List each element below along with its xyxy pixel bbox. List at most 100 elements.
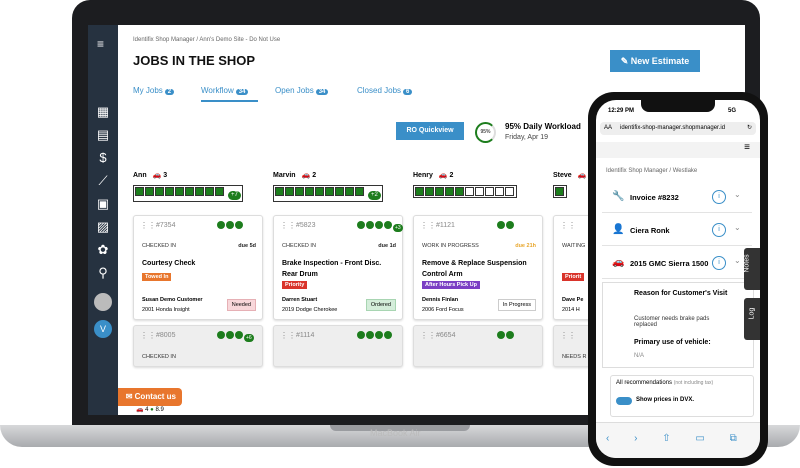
parts-status: Ordered (365, 299, 396, 311)
tax-note: (not including tax) (673, 380, 714, 386)
due: due 21h (515, 243, 536, 249)
contact-button[interactable]: ✉ Contact us (118, 388, 182, 406)
progress-box (455, 187, 464, 196)
status-dot (366, 221, 374, 229)
job-title: Brake Inspection - Front Disc. Rear Drum (282, 260, 382, 278)
workload-title: 95% Daily Workload (505, 122, 581, 131)
tab[interactable]: Closed Jobs 6 (357, 86, 413, 95)
phone-header: ≡ (596, 142, 760, 158)
chevron: ⌄ (734, 256, 741, 265)
sidebar: ≡ ▦ ▤ $ ⟋ ▣ ▨ ✿ ⚲ V (88, 25, 118, 415)
breadcrumb: Identifix Shop Manager / Ann's Demo Site… (133, 37, 281, 43)
status-dot (497, 221, 505, 229)
row-label[interactable]: Invoice #8232 (630, 193, 679, 202)
chat-icon[interactable] (94, 293, 112, 311)
row-divider (602, 212, 752, 213)
status-dots (497, 221, 515, 229)
status-dot (235, 221, 243, 229)
row-label[interactable]: 2015 GMC Sierra 1500 (630, 259, 709, 268)
status-dot (375, 221, 383, 229)
job-status: CHECKED IN (282, 243, 316, 249)
tab-count: 34 (315, 89, 329, 95)
job-card[interactable]: ⋮⋮ #6654 (413, 325, 543, 367)
side-tab-notes[interactable]: Notes (744, 248, 760, 290)
tech-name: Henry (413, 172, 433, 179)
reason-title: Reason for Customer's Visit (634, 290, 728, 297)
phone-screen: 12:29 PM 5G AA identifix-shop-manager.sh… (596, 100, 760, 458)
row-label[interactable]: Ciera Ronk (630, 226, 670, 235)
tech-name: Ann (133, 172, 147, 179)
side-tab-log-label: Log (748, 307, 756, 320)
side-tab-log[interactable]: Log (744, 298, 760, 340)
ro-number: #1121 (436, 222, 455, 229)
progress-box (195, 187, 204, 196)
job-status: WORK IN PROGRESS (422, 243, 479, 249)
status-dot (375, 331, 383, 339)
tab-count: 34 (235, 89, 249, 95)
contact-label: Contact us (134, 392, 176, 401)
drag-handle: ⋮⋮ (420, 331, 436, 340)
job-card[interactable]: ⋮⋮ #1121 WORK IN PROGRESS due 21h Remove & R… (413, 215, 543, 320)
url-aa: AA (604, 125, 613, 131)
ro-quickview-button[interactable]: RO Quickview (396, 122, 464, 140)
progress-box (435, 187, 444, 196)
ro-number: #8005 (156, 332, 176, 339)
info-icon[interactable]: i (712, 256, 726, 270)
info-icon[interactable]: i (712, 190, 726, 204)
vehicle: 2019 Dodge Cherokee (282, 307, 338, 313)
drag-handle: ⋮⋮ (560, 221, 576, 230)
status-dot (226, 221, 234, 229)
job-status: CHECKED IN (142, 243, 176, 249)
job-card[interactable]: ⋮⋮ #5823 +3 CHECKED IN due 1d Brake Inspectio… (273, 215, 403, 320)
drag-handle: ⋮⋮ (560, 331, 576, 340)
job-card[interactable]: ⋮⋮ #8005 +6 CHECKED IN (133, 325, 263, 367)
nav-icons[interactable]: ▦ ▤ $ ⟋ ▣ ▨ ✿ ⚲ (96, 104, 110, 280)
tab[interactable]: My Jobs 2 (133, 86, 175, 95)
row-icon: 🚗 (612, 257, 625, 268)
tech-name: Marvin (273, 172, 296, 179)
job-tag: Priorit (562, 273, 585, 281)
progress-boxes (413, 185, 517, 198)
reload-icon[interactable]: ↻ (747, 125, 753, 131)
parts-status: In Progress (497, 299, 536, 311)
page-title: JOBS IN THE SHOP (133, 53, 256, 68)
footer-stat: 🚗 4 ● 8.9 (136, 407, 164, 413)
status-network: 5G (728, 108, 737, 114)
brand: MacBook Air (370, 428, 421, 438)
progress-box (185, 187, 194, 196)
tab[interactable]: Workflow 34 (201, 86, 249, 95)
prices-toggle[interactable] (616, 397, 632, 405)
user-icon[interactable]: V (94, 320, 112, 338)
progress-box (175, 187, 184, 196)
menu-icon[interactable]: ≡ (97, 37, 105, 51)
parts-status: Needed (226, 299, 256, 311)
tab-count: 6 (403, 89, 413, 95)
progress-box (315, 187, 324, 196)
footer-stat-count: 4 (145, 407, 149, 413)
tab-label: Open Jobs (275, 86, 314, 95)
phone-menu[interactable]: ≡ (744, 142, 750, 153)
drag-handle: ⋮⋮ (140, 221, 156, 230)
status-dot (226, 331, 234, 339)
recommendations-title: All recommendations (not including tax) (616, 380, 713, 386)
tab-count: 2 (164, 89, 175, 95)
tab[interactable]: Open Jobs 34 (275, 86, 329, 95)
progress-box (495, 187, 504, 196)
workload-date: Friday, Apr 19 (505, 134, 549, 141)
url-bar[interactable]: AA identifix-shop-manager.shopmanager.id… (600, 122, 756, 135)
info-icon[interactable]: i (712, 223, 726, 237)
job-card[interactable]: ⋮⋮ #7354 CHECKED IN due 5d Courtesy Check Tow… (133, 215, 263, 320)
progress-box (335, 187, 344, 196)
new-estimate-button[interactable]: ✎ New Estimate (610, 50, 700, 72)
progress-box (475, 187, 484, 196)
row-divider (602, 245, 752, 246)
progress-box (425, 187, 434, 196)
row-icon: 🔧 (612, 191, 625, 202)
customer: Dennis Finlan (422, 297, 459, 303)
job-card[interactable]: ⋮⋮ #1114 (273, 325, 403, 367)
job-title: Courtesy Check (142, 260, 196, 267)
status-time: 12:29 PM (608, 108, 635, 114)
recommendations-label: All recommendations (616, 380, 673, 386)
car-icon: 🚗 (577, 172, 587, 179)
